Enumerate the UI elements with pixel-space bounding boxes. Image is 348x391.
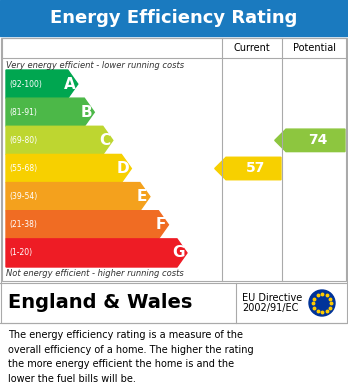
Polygon shape — [6, 98, 94, 126]
Text: F: F — [155, 217, 166, 232]
Text: C: C — [99, 133, 110, 148]
Text: The energy efficiency rating is a measure of the
overall efficiency of a home. T: The energy efficiency rating is a measur… — [8, 330, 254, 384]
Text: (39-54): (39-54) — [9, 192, 37, 201]
Circle shape — [309, 290, 335, 316]
Text: (55-68): (55-68) — [9, 164, 37, 173]
Text: (21-38): (21-38) — [9, 220, 37, 229]
Text: E: E — [137, 189, 147, 204]
Polygon shape — [6, 154, 131, 183]
Text: Potential: Potential — [293, 43, 335, 53]
Text: Not energy efficient - higher running costs: Not energy efficient - higher running co… — [6, 269, 184, 278]
Polygon shape — [6, 126, 113, 154]
Polygon shape — [6, 211, 168, 239]
Text: Current: Current — [234, 43, 270, 53]
Bar — [2, 38, 346, 281]
Text: (1-20): (1-20) — [9, 248, 32, 257]
Polygon shape — [6, 70, 78, 98]
Text: 57: 57 — [246, 161, 266, 176]
Polygon shape — [275, 129, 345, 152]
Text: Very energy efficient - lower running costs: Very energy efficient - lower running co… — [6, 61, 184, 70]
Text: (92-100): (92-100) — [9, 80, 42, 89]
Text: 2002/91/EC: 2002/91/EC — [242, 303, 298, 313]
Text: (81-91): (81-91) — [9, 108, 37, 117]
Bar — [1, 38, 347, 323]
Text: A: A — [64, 77, 76, 91]
Bar — [0, 0, 348, 36]
Text: Energy Efficiency Rating: Energy Efficiency Rating — [50, 9, 298, 27]
Text: 74: 74 — [308, 133, 328, 147]
Text: B: B — [80, 105, 92, 120]
Text: England & Wales: England & Wales — [8, 294, 192, 312]
Polygon shape — [215, 157, 281, 180]
Polygon shape — [6, 183, 150, 211]
Text: (69-80): (69-80) — [9, 136, 37, 145]
Text: D: D — [117, 161, 130, 176]
Polygon shape — [6, 239, 187, 267]
Text: G: G — [173, 246, 185, 260]
Text: EU Directive: EU Directive — [242, 293, 302, 303]
